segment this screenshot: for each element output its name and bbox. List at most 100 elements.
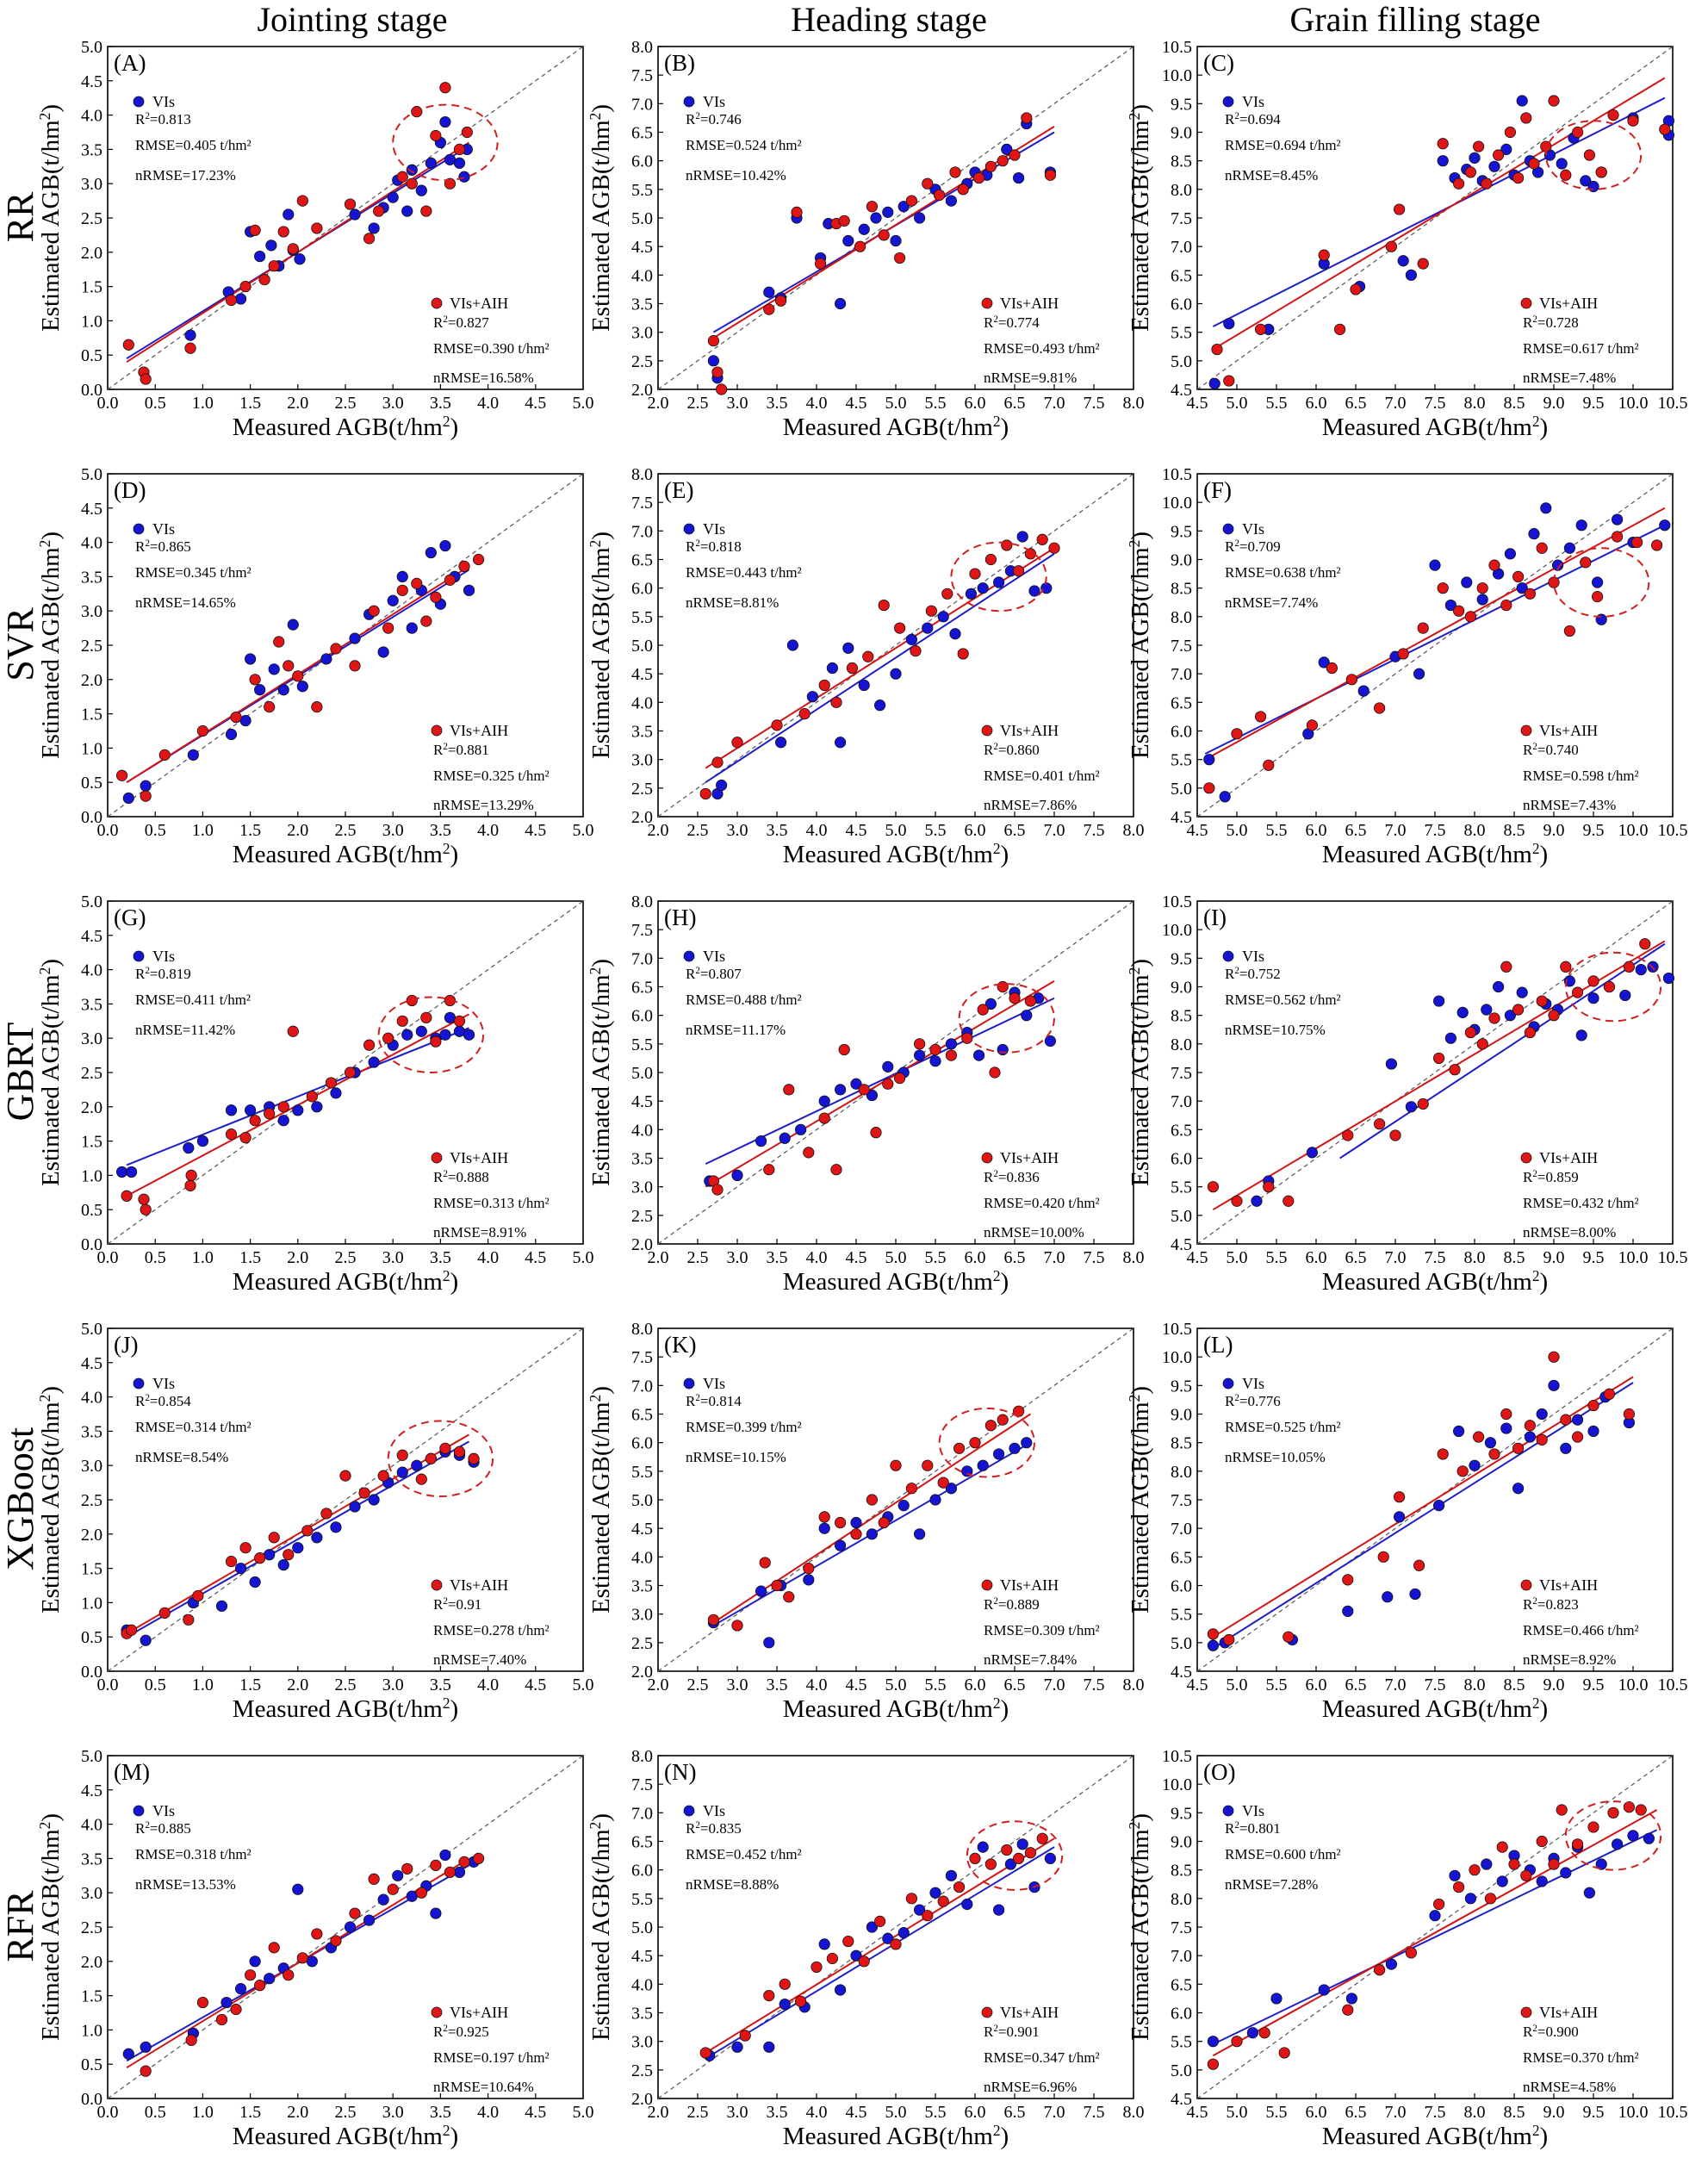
y-tick-label: 1.0 (81, 2021, 102, 2040)
y-tick-label: 5.0 (1171, 1207, 1192, 1226)
aih-point (277, 226, 289, 238)
aih-r2: R2=0.925 (433, 2024, 489, 2040)
aih-point (1488, 1448, 1500, 1460)
x-tick-label: 1.0 (192, 821, 214, 840)
y-tick-label: 10.5 (1162, 465, 1192, 484)
x-tick-label: 8.5 (1504, 821, 1525, 840)
x-tick-label: 5.0 (573, 394, 594, 413)
x-tick-label: 0.0 (97, 821, 119, 840)
y-tick-label: 7.0 (631, 1377, 653, 1396)
aih-point (1603, 980, 1616, 993)
vis-point (458, 171, 470, 183)
y-axis-title: Estimated AGB(t/hm2) (1126, 1386, 1154, 1614)
aih-point (115, 769, 128, 781)
aih-r2: R2=0.827 (433, 314, 489, 331)
vis-point (1044, 1035, 1057, 1048)
vis-point (965, 588, 978, 600)
x-tick-label: 6.0 (965, 1676, 986, 1694)
x-tick-label: 5.0 (885, 1248, 907, 1267)
aih-point (254, 1552, 266, 1564)
panel-label: (K) (664, 1332, 696, 1358)
aih-point (1572, 1431, 1584, 1443)
legend-marker-aih (1520, 1579, 1532, 1591)
y-tick-label: 4.0 (81, 961, 102, 980)
vis-point (234, 1983, 247, 1995)
legend-label-vis: VIs (152, 520, 175, 538)
aih-point (1512, 1442, 1525, 1454)
x-tick-label: 3.0 (727, 2103, 748, 2122)
vis-point (444, 153, 457, 165)
x-tick-label: 6.0 (965, 394, 986, 413)
y-axis-title: Estimated AGB(t/hm2) (587, 1813, 615, 2041)
vis-fit-line (705, 1846, 1055, 2060)
x-tick-label: 10.0 (1618, 1676, 1649, 1694)
aih-point (763, 303, 775, 315)
y-tick-label: 1.5 (81, 1133, 102, 1152)
vis-point (870, 212, 882, 224)
aih-point (1612, 531, 1624, 543)
aih-point (873, 1915, 886, 1927)
aih-point (1283, 1631, 1295, 1643)
legend-marker-vis (683, 96, 695, 108)
aih-point (453, 143, 466, 155)
y-tick-label: 3.5 (631, 723, 653, 742)
aih-point (1342, 1574, 1354, 1586)
x-tick-label: 3.0 (382, 2103, 404, 2122)
vis-point (850, 1516, 862, 1529)
vis-point (453, 1866, 466, 1878)
aih-point (339, 1470, 351, 1482)
legend-marker-aih (981, 1579, 993, 1591)
y-axis-title: Estimated AGB(t/hm2) (36, 104, 65, 332)
one-to-one-line (107, 473, 584, 818)
y-tick-label: 5.0 (631, 1064, 653, 1083)
vis-point (937, 611, 949, 623)
x-tick-label: 2.5 (687, 1676, 709, 1694)
aih-r2: R2=0.728 (1523, 314, 1579, 331)
x-tick-label: 7.5 (1084, 2103, 1105, 2122)
vis-point (1587, 992, 1599, 1004)
y-tick-label: 5.5 (1171, 1606, 1192, 1625)
x-tick-label: 7.0 (1385, 394, 1407, 413)
y-tick-label: 2.5 (631, 2061, 653, 2080)
one-to-one-line (657, 1327, 1134, 1672)
aih-rmse: RMSE=0.617 t/hm² (1523, 340, 1639, 357)
vis-point (1444, 599, 1457, 612)
x-tick-label: 4.0 (477, 821, 499, 840)
vis-point (993, 576, 1005, 588)
y-tick-label: 5.0 (81, 892, 102, 911)
aih-point (1563, 625, 1576, 637)
y-tick-label: 8.0 (1171, 608, 1192, 627)
aih-point (387, 1883, 399, 1895)
aih-point (230, 711, 242, 724)
y-tick-label: 6.0 (1171, 295, 1192, 314)
vis-point (234, 1563, 247, 1575)
y-axis-title: Estimated AGB(t/hm2) (36, 1386, 65, 1614)
x-tick-label: 2.0 (648, 1248, 669, 1267)
aih-point (866, 1494, 879, 1506)
vis-point (277, 1559, 289, 1571)
legend-label-vis: VIs (703, 93, 725, 110)
legend-marker-vis (683, 1377, 695, 1390)
vis-point (779, 1132, 791, 1144)
aih-point (1231, 1195, 1243, 1207)
vis-point (1536, 1875, 1548, 1887)
vis-point (1516, 95, 1528, 107)
panel-label: (N) (664, 1759, 696, 1785)
vis-point (387, 191, 399, 203)
vis-point (1203, 754, 1215, 766)
aih-point (1481, 177, 1493, 190)
x-tick-label: 5.5 (1266, 1248, 1288, 1267)
aih-point (1548, 1858, 1560, 1870)
x-tick-label: 8.0 (1123, 1676, 1145, 1694)
y-tick-label: 6.0 (1171, 1150, 1192, 1169)
aih-point (1627, 115, 1639, 127)
vis-point (1223, 318, 1235, 330)
aih-point (731, 1620, 743, 1632)
y-tick-label: 5.5 (631, 608, 653, 627)
legend-marker-vis (1222, 96, 1234, 108)
row-title-rfr: RFR (0, 1890, 41, 1962)
vis-point (425, 546, 437, 559)
column-title-grain-filling: Grain filling stage (1289, 0, 1540, 39)
aih-r2: R2=0.860 (984, 742, 1040, 758)
aih-point (283, 1549, 295, 1561)
